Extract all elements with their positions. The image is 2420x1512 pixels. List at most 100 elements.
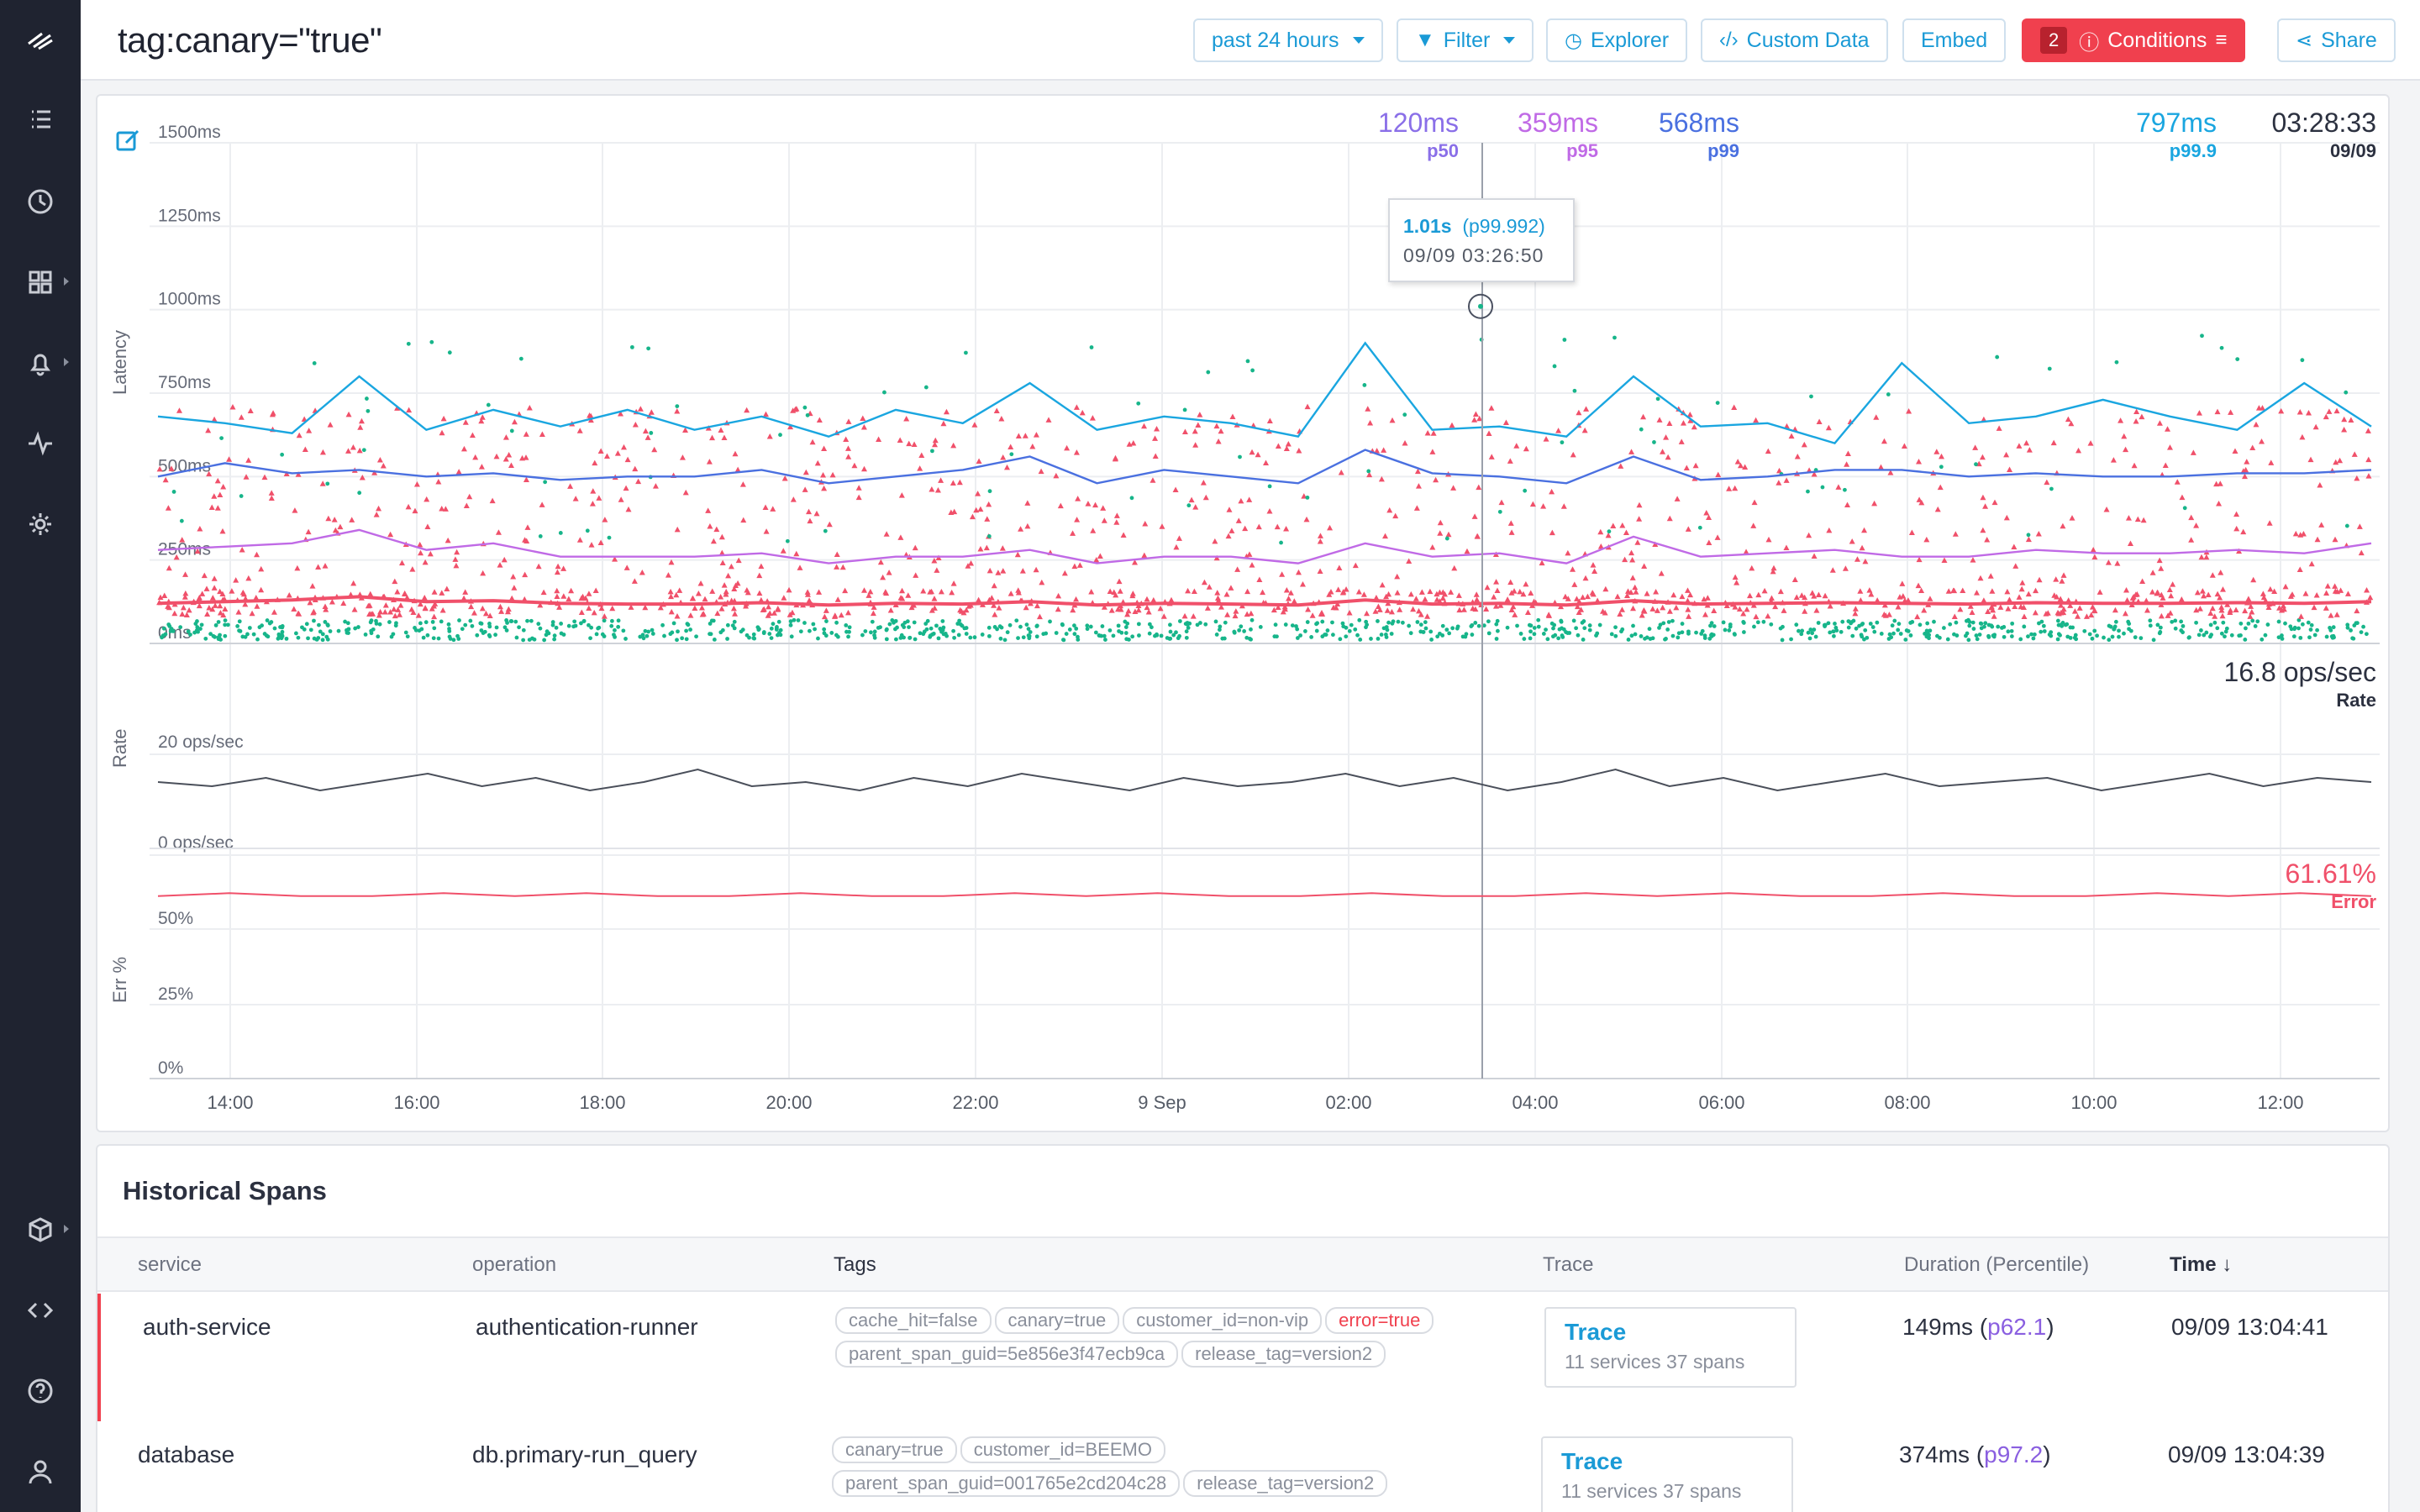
error-span-marker (676, 587, 683, 593)
tag-chip[interactable]: canary=true (994, 1307, 1120, 1334)
table-row[interactable]: auth-service authentication-runner cache… (97, 1294, 2388, 1421)
span-dot (353, 626, 358, 631)
span-dot (612, 633, 616, 638)
span-dot (1223, 620, 1228, 625)
span-dot (2049, 633, 2054, 638)
span-dot (1806, 630, 1811, 635)
table-row[interactable]: database db.primary-run_query canary=tru… (97, 1423, 2388, 1512)
error-span-marker (1474, 533, 1481, 539)
error-span-marker (206, 604, 213, 611)
span-dot (2170, 619, 2175, 624)
error-span-marker (1691, 423, 1697, 430)
error-span-marker (692, 605, 698, 612)
error-span-marker (1188, 496, 1195, 503)
code-icon[interactable] (24, 1294, 57, 1327)
share-button[interactable]: ⋖ Share (2277, 18, 2396, 62)
error-span-marker (1191, 588, 1197, 594)
span-dot (2095, 633, 2099, 638)
tag-chip[interactable]: parent_span_guid=5e856e3f47ecb9ca (835, 1341, 1179, 1368)
span-dot (923, 622, 929, 626)
error-span-marker (455, 469, 462, 475)
error-span-marker (1857, 588, 1864, 594)
span-dot (2263, 633, 2268, 638)
error-span-marker (351, 606, 358, 612)
column-trace[interactable]: Trace (1543, 1253, 1594, 1276)
column-service[interactable]: service (138, 1253, 203, 1276)
tag-chip[interactable]: parent_span_guid=001765e2cd204c28 (832, 1470, 1181, 1497)
error-span-marker (698, 604, 705, 611)
logo-icon[interactable] (24, 24, 57, 57)
tag-chip[interactable]: canary=true (832, 1436, 957, 1463)
error-span-marker (739, 481, 746, 487)
edit-icon[interactable] (114, 126, 141, 153)
tag-chip[interactable]: cache_hit=false (835, 1307, 992, 1334)
error-span-marker (2265, 604, 2272, 610)
span-dot (2298, 635, 2303, 640)
gear-icon[interactable] (24, 507, 57, 541)
tag-chip[interactable]: customer_id=non-vip (1123, 1307, 1323, 1334)
error-span-marker (1092, 501, 1099, 508)
custom-data-button[interactable]: ‹/› Custom Data (1701, 18, 1888, 62)
cube-icon[interactable] (24, 1213, 69, 1247)
span-dot (1002, 638, 1007, 643)
error-span-marker (998, 416, 1005, 422)
column-time[interactable]: Time ↓ (2170, 1253, 2232, 1277)
tag-chip[interactable]: customer_id=BEEMO (960, 1436, 1165, 1463)
span-dot (502, 625, 508, 630)
error-span-marker (1618, 463, 1624, 469)
error-span-marker (1906, 408, 1912, 414)
column-operation[interactable]: operation (472, 1253, 557, 1276)
pulse-icon[interactable] (24, 427, 57, 460)
error-span-marker (412, 507, 418, 514)
span-dot (2219, 345, 2224, 350)
span-dot (487, 633, 492, 638)
error-span-marker (931, 605, 938, 611)
error-span-marker (1770, 568, 1776, 575)
conditions-button[interactable]: 2 ⓘ Conditions ≡ (2022, 18, 2246, 62)
error-span-marker (991, 582, 997, 589)
tag-chip-error[interactable]: error=true (1325, 1307, 1434, 1334)
column-tags[interactable]: Tags (834, 1253, 876, 1276)
error-span-marker (1737, 462, 1744, 469)
p95-label: p95 (1566, 140, 1598, 161)
error-span-marker (950, 442, 957, 449)
error-span-marker (2365, 473, 2372, 479)
grid-icon[interactable] (24, 265, 69, 299)
span-dot (822, 627, 827, 632)
latency-chart[interactable]: 14:00 16:00 18:00 20:00 22:00 9 Sep 02:00 04:00… (97, 96, 2391, 1134)
trace-link[interactable]: Trace 11 services 37 spans (1541, 1436, 1793, 1512)
explorer-button[interactable]: ◷ Explorer (1546, 18, 1688, 62)
error-span-marker (2166, 586, 2173, 592)
error-span-marker (1743, 549, 1749, 554)
error-span-marker (1286, 596, 1292, 601)
span-dot (521, 638, 526, 643)
error-span-marker (865, 592, 872, 598)
user-icon[interactable] (24, 1455, 57, 1488)
embed-button[interactable]: Embed (1902, 18, 2007, 62)
error-span-marker (1204, 605, 1211, 611)
error-span-marker (2032, 609, 2039, 616)
bell-icon[interactable] (24, 346, 69, 380)
error-span-marker (2133, 417, 2139, 424)
span-dot (1295, 636, 1300, 640)
service-cell: auth-service (143, 1314, 271, 1340)
span-dot (2253, 624, 2258, 628)
error-span-marker (454, 549, 460, 555)
tag-chip[interactable]: release_tag=version2 (1183, 1470, 1388, 1497)
list-icon[interactable] (24, 102, 57, 136)
help-icon[interactable] (24, 1374, 57, 1408)
span-dot (1005, 630, 1010, 635)
span-dot (198, 627, 203, 631)
error-span-marker (845, 454, 852, 459)
time-range-dropdown[interactable]: past 24 hours (1193, 18, 1383, 62)
span-dot (1123, 631, 1128, 635)
trace-link[interactable]: Trace 11 services 37 spans (1544, 1307, 1797, 1388)
column-duration[interactable]: Duration (Percentile) (1904, 1253, 2090, 1276)
span-dot (1320, 619, 1325, 624)
filter-button[interactable]: ▼ Filter (1397, 18, 1534, 62)
tag-chip[interactable]: release_tag=version2 (1181, 1341, 1386, 1368)
span-dot (823, 528, 828, 533)
error-span-marker (1218, 428, 1224, 434)
clock-icon[interactable] (24, 185, 57, 218)
error-span-marker (590, 488, 597, 494)
